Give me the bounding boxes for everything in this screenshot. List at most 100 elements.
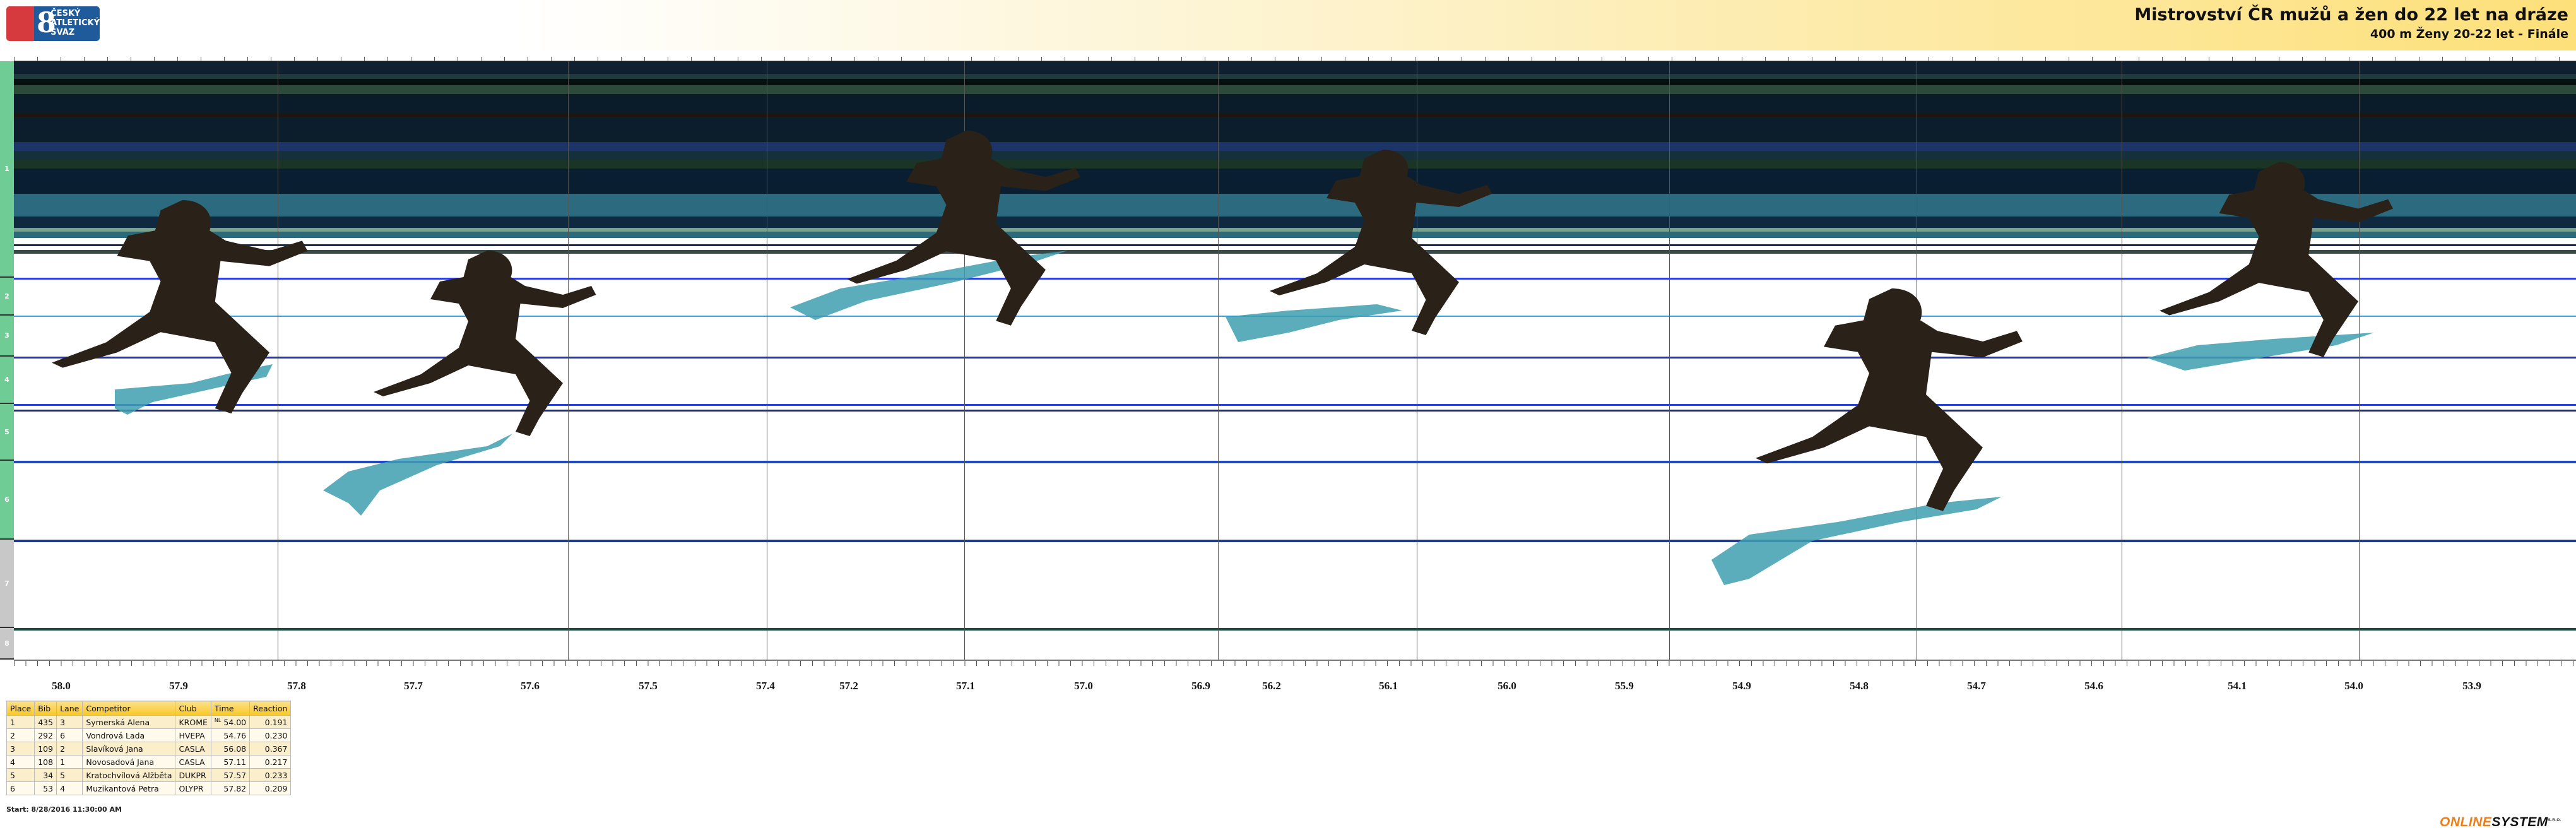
table-row[interactable]: 2 292 6 Vondrová Lada HVEPA 54.76 0.230 (6, 728, 292, 742)
cell-competitor: Symerská Alena (82, 715, 176, 729)
photo-finish-image[interactable] (14, 61, 2576, 660)
cell-club: OLYPR (175, 781, 211, 795)
competitor-value: Novosadová Jana (86, 757, 155, 767)
competitor-value: Kratochvílová Alžběta (86, 770, 172, 780)
column-header[interactable]: Bib (34, 701, 57, 716)
time-value: 56.08 (223, 744, 247, 754)
place-value: 2 (10, 730, 15, 740)
background-band (14, 232, 2576, 238)
place-value: 4 (10, 757, 15, 767)
club-value: CASLA (179, 744, 205, 754)
cell-competitor: Vondrová Lada (82, 728, 176, 742)
club-value: KROME (179, 717, 208, 727)
background-band (14, 113, 2576, 117)
time-axis-label: 55.9 (1615, 680, 1634, 692)
lane-value: 3 (60, 717, 66, 727)
cell-place: 4 (6, 755, 35, 769)
column-header[interactable]: Time (210, 701, 251, 716)
runner-silhouette (2159, 162, 2394, 357)
header: 8 ČESKÝ ATLETICKÝ SVAZ Mistrovství ČR muž… (0, 0, 2576, 50)
table-row[interactable]: 4 108 1 Novosadová Jana CASLA 57.11 0.217 (6, 755, 292, 769)
race-subtitle: 400 m Ženy 20-22 let - Finále (2370, 27, 2568, 41)
time-axis-label: 57.7 (404, 680, 423, 692)
cell-reaction: 0.217 (249, 755, 292, 769)
time-axis-label: 56.1 (1379, 680, 1398, 692)
lane-label-6: 6 (0, 461, 14, 540)
cell-lane: 2 (56, 742, 83, 756)
time-axis-label: 56.2 (1262, 680, 1281, 692)
club-value: HVEPA (179, 730, 205, 740)
lane-value: 5 (60, 770, 66, 780)
lane-line (14, 357, 2576, 359)
competitor-value: Muzikantová Petra (86, 783, 159, 793)
cell-competitor: Novosadová Jana (82, 755, 176, 769)
column-header[interactable]: Club (175, 701, 211, 716)
background-band (14, 216, 2576, 228)
runner-silhouette (1756, 288, 2023, 511)
cell-time: 57.57 (210, 768, 251, 782)
lane-value: 4 (60, 783, 66, 793)
reaction-value: 0.230 (264, 730, 288, 740)
table-row[interactable]: 6 53 4 Muzikantová Petra OLYPR 57.82 0.209 (6, 781, 292, 795)
runner-silhouette (1270, 150, 1492, 335)
column-header[interactable]: Place (6, 701, 35, 716)
bib-value: 292 (38, 730, 54, 740)
lane-line (14, 461, 2576, 463)
lane-label-7: 7 (0, 540, 14, 628)
top-ruler (14, 57, 2576, 61)
background-band (14, 117, 2576, 142)
bib-value: 435 (38, 717, 54, 727)
bib-value: 108 (38, 757, 54, 767)
reaction-value: 0.191 (264, 717, 288, 727)
lane-line (14, 628, 2576, 631)
table-row[interactable]: 1 435 3 Symerská Alena KROME NL 54.00 0.191 (6, 715, 292, 729)
cell-time: 57.82 (210, 781, 251, 795)
lane-label-2: 2 (0, 278, 14, 316)
lane-label-4: 4 (0, 357, 14, 404)
time-value: 57.11 (223, 757, 247, 767)
table-row[interactable]: 5 34 5 Kratochvílová Alžběta DUKPR 57.57 0.233 (6, 768, 292, 782)
record-note: NL (214, 717, 222, 723)
splice-line (568, 61, 569, 660)
place-value: 3 (10, 744, 15, 754)
lane-label-8: 8 (0, 628, 14, 660)
axis-ticks (14, 661, 2576, 666)
table-row[interactable]: 3 109 2 Slavíková Jana CASLA 56.08 0.367 (6, 742, 292, 756)
time-axis-label: 56.9 (1191, 680, 1210, 692)
runner-shadow (1226, 304, 1402, 342)
place-value: 6 (10, 783, 15, 793)
cell-competitor: Kratochvílová Alžběta (82, 768, 176, 782)
results-table: Place Bib Lane Competitor Club Time Reaction 1… (6, 701, 292, 795)
lane-line (14, 278, 2576, 280)
cell-lane: 5 (56, 768, 83, 782)
lane-line (14, 250, 2576, 254)
axis-line (14, 660, 2576, 661)
background-band (14, 61, 2576, 74)
cell-bib: 109 (34, 742, 57, 756)
time-value: 57.82 (223, 783, 247, 793)
cell-place: 5 (6, 768, 35, 782)
column-header[interactable]: Lane (56, 701, 83, 716)
time-axis-label: 57.5 (639, 680, 658, 692)
cell-lane: 1 (56, 755, 83, 769)
time-axis-label: 58.0 (52, 680, 71, 692)
splice-line (964, 61, 965, 660)
reaction-value: 0.217 (264, 757, 288, 767)
cell-club: CASLA (175, 755, 211, 769)
lane-line (14, 244, 2576, 246)
runner-shadow (1711, 497, 2002, 585)
runner-silhouette (52, 200, 308, 414)
bib-value: 109 (38, 744, 54, 754)
cell-competitor: Muzikantová Petra (82, 781, 176, 795)
time-axis: 58.0 57.9 57.8 57.7 57.6 57.5 57.4 57.2 57.1 57.0… (14, 660, 2576, 697)
column-header[interactable]: Reaction (249, 701, 292, 716)
time-axis-label: 54.0 (2344, 680, 2363, 692)
column-header[interactable]: Competitor (82, 701, 176, 716)
competitor-value: Vondrová Lada (86, 730, 145, 740)
time-axis-label: 57.1 (956, 680, 975, 692)
competitor-value: Slavíková Jana (86, 744, 143, 754)
cell-club: HVEPA (175, 728, 211, 742)
time-axis-label: 53.9 (2462, 680, 2481, 692)
runner-silhouette (374, 251, 596, 436)
onlinesystem-logo: ONLINESYSTEMS.R.O. (2440, 815, 2561, 829)
